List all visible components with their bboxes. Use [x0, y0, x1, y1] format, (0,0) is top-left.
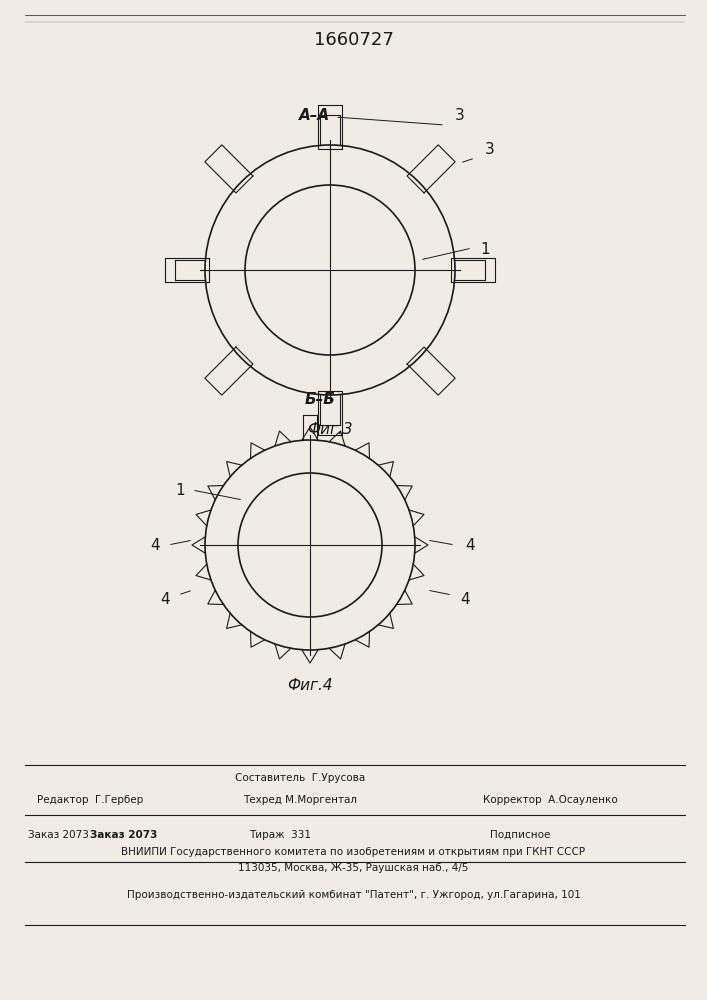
Text: 1660727: 1660727 — [314, 31, 393, 49]
Text: Тираж  331: Тираж 331 — [249, 830, 311, 840]
Text: Б–Б: Б–Б — [305, 392, 335, 408]
Text: Редактор  Г.Гербер: Редактор Г.Гербер — [37, 795, 143, 805]
Text: 4: 4 — [150, 538, 160, 552]
Text: 1: 1 — [175, 483, 185, 498]
Text: Составитель  Г.Урусова: Составитель Г.Урусова — [235, 773, 365, 783]
Text: 113035, Москва, Ж-35, Раушская наб., 4/5: 113035, Москва, Ж-35, Раушская наб., 4/5 — [238, 863, 469, 873]
Text: А–А: А–А — [300, 107, 331, 122]
Text: 3: 3 — [485, 142, 495, 157]
Text: Техред М.Моргентал: Техред М.Моргентал — [243, 795, 357, 805]
Text: 3: 3 — [455, 107, 465, 122]
Text: ВНИИПИ Государственного комитета по изобретениям и открытиям при ГКНТ СССР: ВНИИПИ Государственного комитета по изоб… — [122, 847, 585, 857]
Text: 4: 4 — [465, 538, 475, 552]
Text: Производственно-издательский комбинат "Патент", г. Ужгород, ул.Гагарина, 101: Производственно-издательский комбинат "П… — [127, 890, 580, 900]
Text: 4: 4 — [160, 592, 170, 607]
Text: Фиг.4: Фиг.4 — [287, 678, 333, 692]
Text: Подписное: Подписное — [490, 830, 550, 840]
Text: Заказ 2073: Заказ 2073 — [90, 830, 165, 840]
Text: Корректор  А.Осауленко: Корректор А.Осауленко — [483, 795, 617, 805]
Text: Заказ 2073: Заказ 2073 — [28, 830, 89, 840]
Text: 4: 4 — [460, 592, 470, 607]
Text: 1: 1 — [480, 242, 490, 257]
Text: Фиг.3: Фиг.3 — [307, 422, 353, 438]
